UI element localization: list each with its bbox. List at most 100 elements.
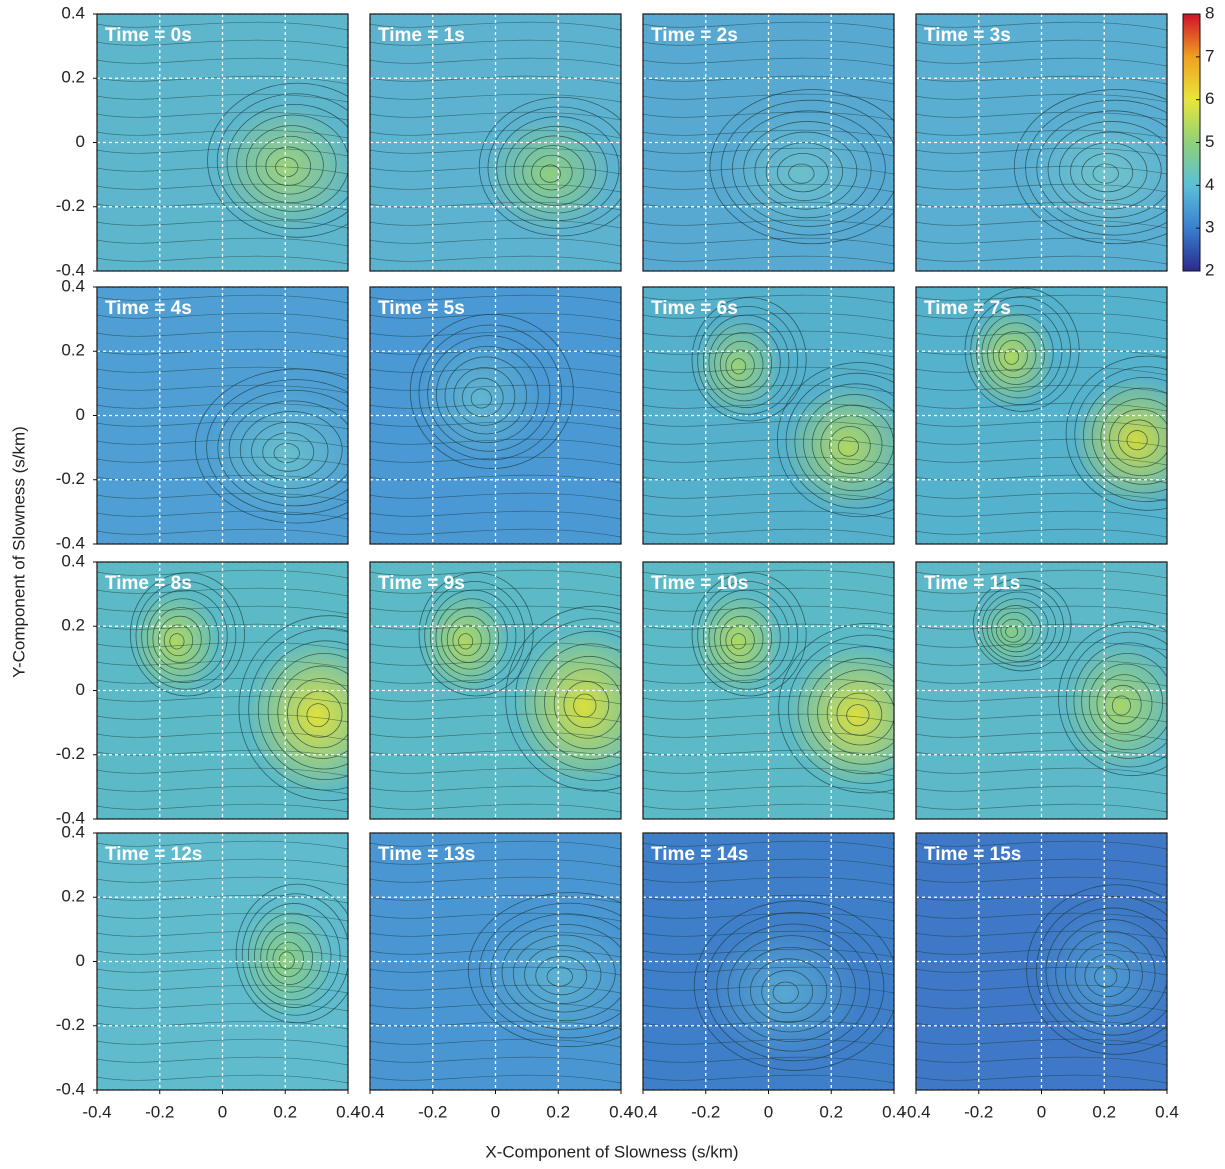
contour-line <box>1058 131 1162 210</box>
contour-line <box>643 456 894 466</box>
y-tick-label: 0.2 <box>61 68 85 87</box>
contour-line <box>524 630 621 771</box>
intensity-blob <box>1035 906 1167 1049</box>
contour-line <box>991 605 1041 653</box>
contour-line <box>97 129 348 139</box>
contour-line <box>1088 663 1164 742</box>
contour-line <box>1091 387 1167 485</box>
contour-line <box>97 93 348 103</box>
contour-line <box>97 528 348 538</box>
panel <box>643 562 894 819</box>
contour-line <box>452 624 482 657</box>
contour-line <box>97 384 348 394</box>
contour-line <box>418 324 563 461</box>
contour-line <box>916 1002 1167 1012</box>
contour-line <box>714 607 773 670</box>
contour-line <box>643 966 894 976</box>
contour-line <box>97 785 348 795</box>
contour-line <box>916 57 1167 67</box>
contour-line <box>236 114 348 212</box>
contour-line <box>693 900 894 1071</box>
x-tick-label: -0.2 <box>691 1102 720 1121</box>
contour-line <box>435 345 539 444</box>
contour-line <box>97 294 348 304</box>
contour-line <box>916 695 1167 705</box>
contour-line <box>135 580 237 690</box>
contour-line <box>370 1002 621 1012</box>
contour-line <box>97 695 348 705</box>
contour-line <box>643 330 894 340</box>
contour-line <box>1074 366 1167 503</box>
intensity-blob <box>486 116 612 233</box>
contour-line <box>238 615 348 802</box>
contour-line <box>916 803 1167 813</box>
panel-title: Time = 5s <box>378 298 465 319</box>
contour-line <box>731 110 886 227</box>
panel-title: Time = 14s <box>651 844 748 865</box>
x-tick-label: 0.2 <box>273 1102 297 1121</box>
contour-line <box>370 695 621 705</box>
contour-line <box>776 152 829 193</box>
contour-line <box>287 678 348 749</box>
contour-line <box>1094 965 1118 988</box>
contour-line <box>1064 930 1156 1017</box>
contour-line <box>643 147 894 157</box>
x-tick-label: 0.2 <box>546 1102 570 1121</box>
contour-line <box>370 294 621 304</box>
panel-frame <box>915 13 1168 272</box>
y-tick-label: 0 <box>76 680 85 699</box>
contour-line <box>986 598 1049 657</box>
y-tick-label: -0.4 <box>56 808 85 827</box>
intensity-blob <box>206 389 348 519</box>
contour-line <box>916 93 1167 103</box>
contour-line <box>206 379 348 515</box>
contour-line <box>916 641 1167 651</box>
contour-line <box>97 456 348 466</box>
contour-line <box>916 858 1167 868</box>
x-tick-label: -0.4 <box>628 1102 657 1121</box>
contour-line <box>418 572 534 697</box>
panel <box>370 562 621 819</box>
contour-line <box>916 785 1167 795</box>
contour-line <box>916 492 1167 502</box>
contour-line <box>1111 695 1132 716</box>
contour-line <box>916 569 1167 579</box>
contour-line <box>501 923 621 1022</box>
y-tick-label: 0.4 <box>61 822 85 841</box>
contour-line <box>275 157 299 178</box>
contour-line <box>535 955 588 996</box>
contour-line <box>152 607 211 670</box>
contour-line <box>916 1020 1167 1030</box>
contour-line <box>163 624 194 657</box>
contour-line <box>97 183 348 193</box>
panel-frame <box>369 286 622 545</box>
contour-line <box>277 665 348 759</box>
contour-line <box>553 668 621 739</box>
y-tick-label: 0 <box>76 405 85 424</box>
contour-line <box>490 913 621 1030</box>
contour-line <box>513 135 597 206</box>
contour-line <box>370 1074 621 1084</box>
contour-line <box>916 1056 1167 1066</box>
contour-line <box>1074 942 1143 1007</box>
contour-line <box>97 930 348 940</box>
contour-line <box>262 432 315 472</box>
intensity-blob <box>721 110 879 239</box>
contour-line <box>370 1020 621 1030</box>
contour-line <box>643 474 894 484</box>
contour-line <box>97 840 348 850</box>
contour-line <box>241 893 348 1016</box>
contour-line <box>708 598 781 677</box>
contour-line <box>97 165 348 175</box>
contour-line <box>643 876 894 886</box>
contour-line <box>1005 625 1019 638</box>
contour-line <box>916 129 1167 139</box>
contour-line <box>97 438 348 448</box>
contour-line <box>705 912 885 1062</box>
contour-line <box>129 572 245 697</box>
contour-line <box>916 587 1167 597</box>
contour-line <box>643 677 894 687</box>
y-tick-label: 0 <box>76 132 85 151</box>
panel <box>97 833 348 1090</box>
colorbar-tick-label: 4 <box>1205 175 1214 194</box>
